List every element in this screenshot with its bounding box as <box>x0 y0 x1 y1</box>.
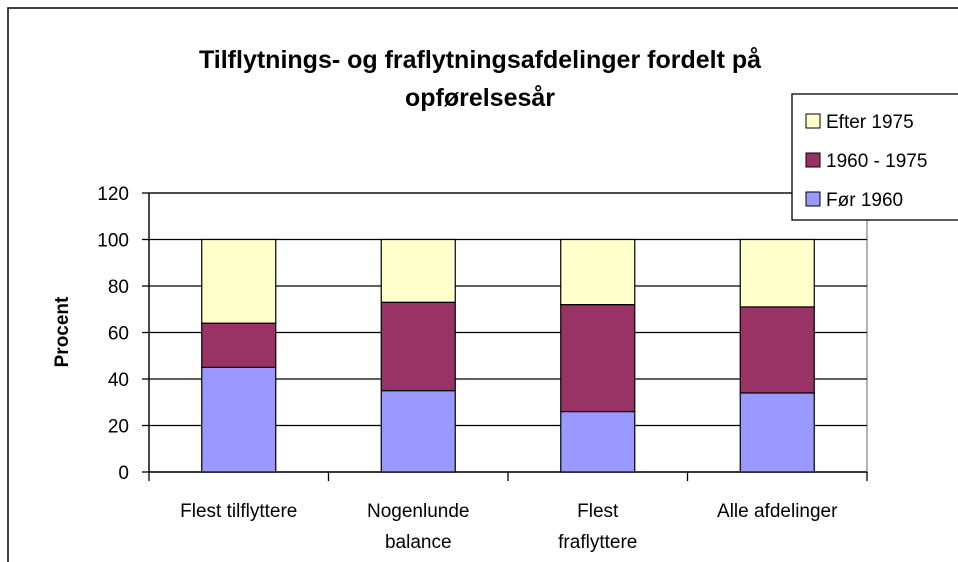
bar-segment <box>560 304 636 413</box>
bar-segment <box>560 238 636 306</box>
y-tick-label: 40 <box>108 370 129 391</box>
bar-segment <box>380 301 456 392</box>
bar-segment <box>560 410 636 473</box>
x-tick-label: Flest fraflyttere <box>558 501 637 553</box>
bar-segment <box>739 238 815 308</box>
x-tick-label: Flest tilflyttere <box>180 501 297 522</box>
bar-segment <box>201 366 277 473</box>
y-tick-label: 0 <box>118 463 129 484</box>
legend-swatch <box>805 113 821 129</box>
legend-label: 1960 - 1975 <box>826 151 927 172</box>
y-tick-label: 120 <box>97 184 129 205</box>
y-axis-label: Procent <box>52 296 73 367</box>
bar-segment <box>201 322 277 368</box>
legend-label: Efter 1975 <box>826 112 914 133</box>
bar-segment <box>739 392 815 473</box>
x-tick-label: Alle afdelinger <box>717 501 838 522</box>
legend-swatch <box>805 191 821 207</box>
y-tick-label: 60 <box>108 324 129 345</box>
chart-title: Tilflytnings- og fraflytningsafdelinger … <box>199 46 761 112</box>
legend-label: Før 1960 <box>826 190 903 211</box>
bar-segment <box>380 390 456 473</box>
x-tick-label: Nogenlunde balance <box>367 501 469 553</box>
bar-segment <box>201 238 277 324</box>
bar-segment <box>739 306 815 394</box>
y-tick-label: 20 <box>108 417 129 438</box>
legend-swatch <box>805 152 821 168</box>
bar-segment <box>380 238 456 303</box>
y-tick-label: 80 <box>108 277 129 298</box>
y-tick-label: 100 <box>97 231 129 252</box>
